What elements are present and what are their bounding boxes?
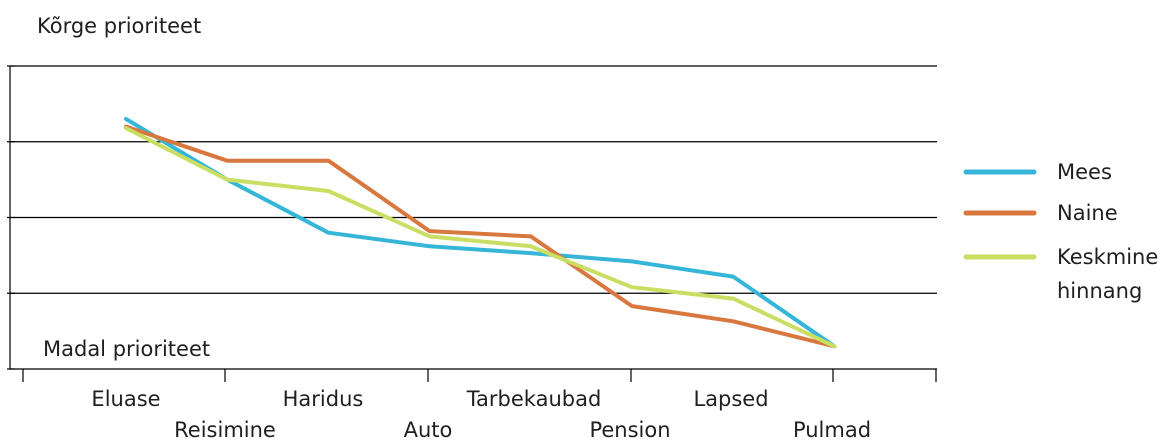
legend-label-0: Mees xyxy=(1057,160,1112,184)
series-line-1 xyxy=(124,124,837,349)
x-label-haridus: Haridus xyxy=(283,387,364,411)
legend-label-1: Naine xyxy=(1057,201,1118,225)
grid-layer xyxy=(10,65,937,294)
y-top-label: Kõrge prioriteet xyxy=(37,14,201,38)
series-layer xyxy=(124,117,837,349)
series-line-2 xyxy=(124,126,837,349)
x-label-pension: Pension xyxy=(589,418,670,441)
x-label-lapsed: Lapsed xyxy=(693,387,768,411)
x-label-tarbekaubad: Tarbekaubad xyxy=(466,387,602,411)
x-label-eluase: Eluase xyxy=(91,387,160,411)
legend-layer: Mees Naine Keskmine hinnang xyxy=(963,160,1158,303)
x-label-auto: Auto xyxy=(404,418,453,441)
axis-layer: Kõrge prioriteet Madal prioriteet Eluase Re… xyxy=(7,14,937,441)
series-line-0 xyxy=(124,117,837,349)
x-label-pulmad: Pulmad xyxy=(793,418,871,441)
legend-label-2-line2: hinnang xyxy=(1057,279,1142,303)
x-label-reisimine: Reisimine xyxy=(174,418,276,441)
legend-label-2: Keskmine xyxy=(1057,245,1158,269)
y-bottom-label: Madal prioriteet xyxy=(43,337,210,361)
